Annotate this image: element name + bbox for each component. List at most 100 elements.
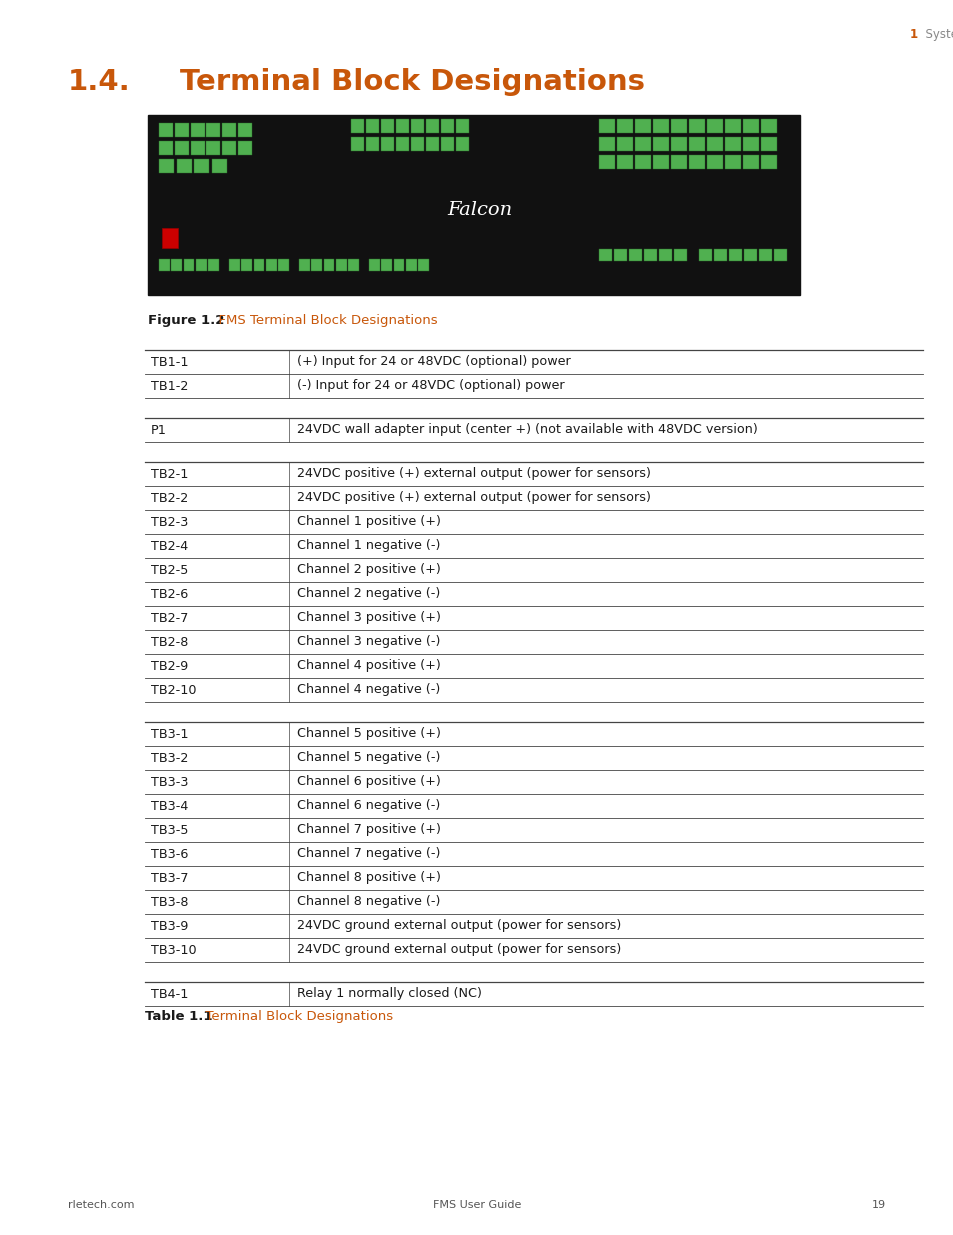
Text: Channel 7 negative (-): Channel 7 negative (-) (296, 847, 440, 861)
Text: FMS User Guide: FMS User Guide (433, 1200, 520, 1210)
Bar (222, 141, 236, 156)
Text: Channel 2 negative (-): Channel 2 negative (-) (296, 588, 439, 600)
Bar (159, 141, 172, 156)
Bar (238, 124, 252, 137)
Bar (653, 154, 668, 169)
Text: 24VDC positive (+) external output (power for sensors): 24VDC positive (+) external output (powe… (296, 492, 650, 505)
Bar (206, 124, 220, 137)
Bar (395, 137, 409, 151)
Bar (351, 137, 364, 151)
Bar (724, 154, 740, 169)
Text: Falcon: Falcon (447, 201, 512, 219)
Bar (348, 259, 359, 272)
Bar (174, 141, 189, 156)
Bar (191, 141, 204, 156)
Text: TB2-3: TB2-3 (151, 515, 188, 529)
Text: Channel 2 positive (+): Channel 2 positive (+) (296, 563, 440, 577)
Bar (643, 248, 657, 261)
Bar (311, 259, 322, 272)
Bar (380, 119, 394, 133)
Bar (425, 137, 438, 151)
Bar (148, 115, 800, 295)
Bar (670, 119, 686, 133)
Bar (742, 119, 759, 133)
Text: Channel 4 positive (+): Channel 4 positive (+) (296, 659, 440, 673)
Text: TB2-7: TB2-7 (151, 611, 188, 625)
Bar (369, 259, 379, 272)
Text: 24VDC ground external output (power for sensors): 24VDC ground external output (power for … (296, 920, 620, 932)
Bar (206, 141, 220, 156)
Bar (323, 259, 335, 272)
Bar (411, 137, 424, 151)
Bar (191, 124, 204, 137)
Text: Terminal Block Designations: Terminal Block Designations (180, 68, 644, 96)
Bar (688, 137, 704, 151)
Bar (335, 259, 347, 272)
Bar (653, 119, 668, 133)
Text: Channel 1 negative (-): Channel 1 negative (-) (296, 540, 440, 552)
Bar (351, 119, 364, 133)
Text: TB1-2: TB1-2 (151, 379, 188, 393)
Bar (598, 137, 615, 151)
Bar (670, 154, 686, 169)
Bar (758, 248, 771, 261)
Bar (617, 137, 632, 151)
Text: rletech.com: rletech.com (68, 1200, 134, 1210)
Bar (670, 137, 686, 151)
Bar (628, 248, 641, 261)
Bar (713, 248, 726, 261)
Bar (456, 137, 469, 151)
Text: Channel 8 positive (+): Channel 8 positive (+) (296, 872, 440, 884)
Bar (183, 259, 194, 272)
Bar (742, 137, 759, 151)
Bar (724, 119, 740, 133)
Bar (706, 119, 722, 133)
Text: TB3-3: TB3-3 (151, 776, 189, 788)
Bar (266, 259, 276, 272)
Bar (381, 259, 392, 272)
Bar (635, 137, 650, 151)
Bar (706, 154, 722, 169)
Text: TB3-2: TB3-2 (151, 752, 188, 764)
Bar (380, 137, 394, 151)
Text: TB3-1: TB3-1 (151, 727, 189, 741)
Bar (773, 248, 786, 261)
Text: TB1-1: TB1-1 (151, 356, 189, 368)
Text: Table 1.1: Table 1.1 (145, 1010, 213, 1023)
Bar (653, 137, 668, 151)
Bar (278, 259, 289, 272)
Bar (456, 119, 469, 133)
Bar (193, 159, 210, 173)
Text: TB2-6: TB2-6 (151, 588, 188, 600)
Text: Channel 6 negative (-): Channel 6 negative (-) (296, 799, 439, 813)
Text: (-) Input for 24 or 48VDC (optional) power: (-) Input for 24 or 48VDC (optional) pow… (296, 379, 564, 393)
Text: TB3-9: TB3-9 (151, 920, 188, 932)
Bar (598, 248, 612, 261)
Text: Terminal Block Designations: Terminal Block Designations (197, 1010, 393, 1023)
Bar (159, 124, 172, 137)
Bar (743, 248, 757, 261)
Text: TB3-5: TB3-5 (151, 824, 189, 836)
Bar (440, 119, 454, 133)
Text: TB4-1: TB4-1 (151, 988, 188, 1000)
Bar (673, 248, 686, 261)
Bar (425, 119, 438, 133)
Text: 24VDC ground external output (power for sensors): 24VDC ground external output (power for … (296, 944, 620, 956)
Text: TB3-7: TB3-7 (151, 872, 189, 884)
Bar (162, 228, 178, 248)
Text: 1: 1 (909, 28, 917, 41)
Bar (241, 259, 252, 272)
Text: Channel 6 positive (+): Channel 6 positive (+) (296, 776, 440, 788)
Bar (699, 248, 711, 261)
Text: TB3-6: TB3-6 (151, 847, 188, 861)
Text: Channel 5 negative (-): Channel 5 negative (-) (296, 752, 440, 764)
Bar (598, 119, 615, 133)
Bar (158, 259, 170, 272)
Text: Channel 8 negative (-): Channel 8 negative (-) (296, 895, 440, 909)
Text: Relay 1 normally closed (NC): Relay 1 normally closed (NC) (296, 988, 481, 1000)
Bar (635, 119, 650, 133)
Text: TB2-2: TB2-2 (151, 492, 188, 505)
Text: TB3-4: TB3-4 (151, 799, 188, 813)
Text: Channel 1 positive (+): Channel 1 positive (+) (296, 515, 440, 529)
Text: Channel 3 positive (+): Channel 3 positive (+) (296, 611, 440, 625)
